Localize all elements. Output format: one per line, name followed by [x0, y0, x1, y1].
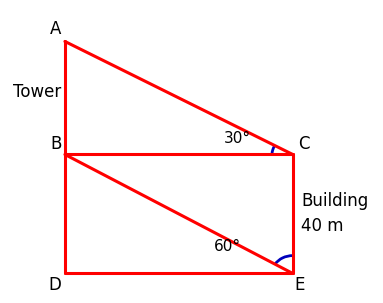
Text: D: D: [49, 276, 61, 295]
Text: Building
40 m: Building 40 m: [301, 192, 369, 235]
Text: E: E: [295, 276, 305, 295]
Text: Tower: Tower: [13, 83, 61, 101]
Text: A: A: [50, 21, 61, 38]
Text: 60°: 60°: [214, 239, 241, 254]
Text: 30°: 30°: [224, 131, 251, 146]
Text: C: C: [298, 135, 309, 153]
Text: B: B: [50, 135, 61, 153]
